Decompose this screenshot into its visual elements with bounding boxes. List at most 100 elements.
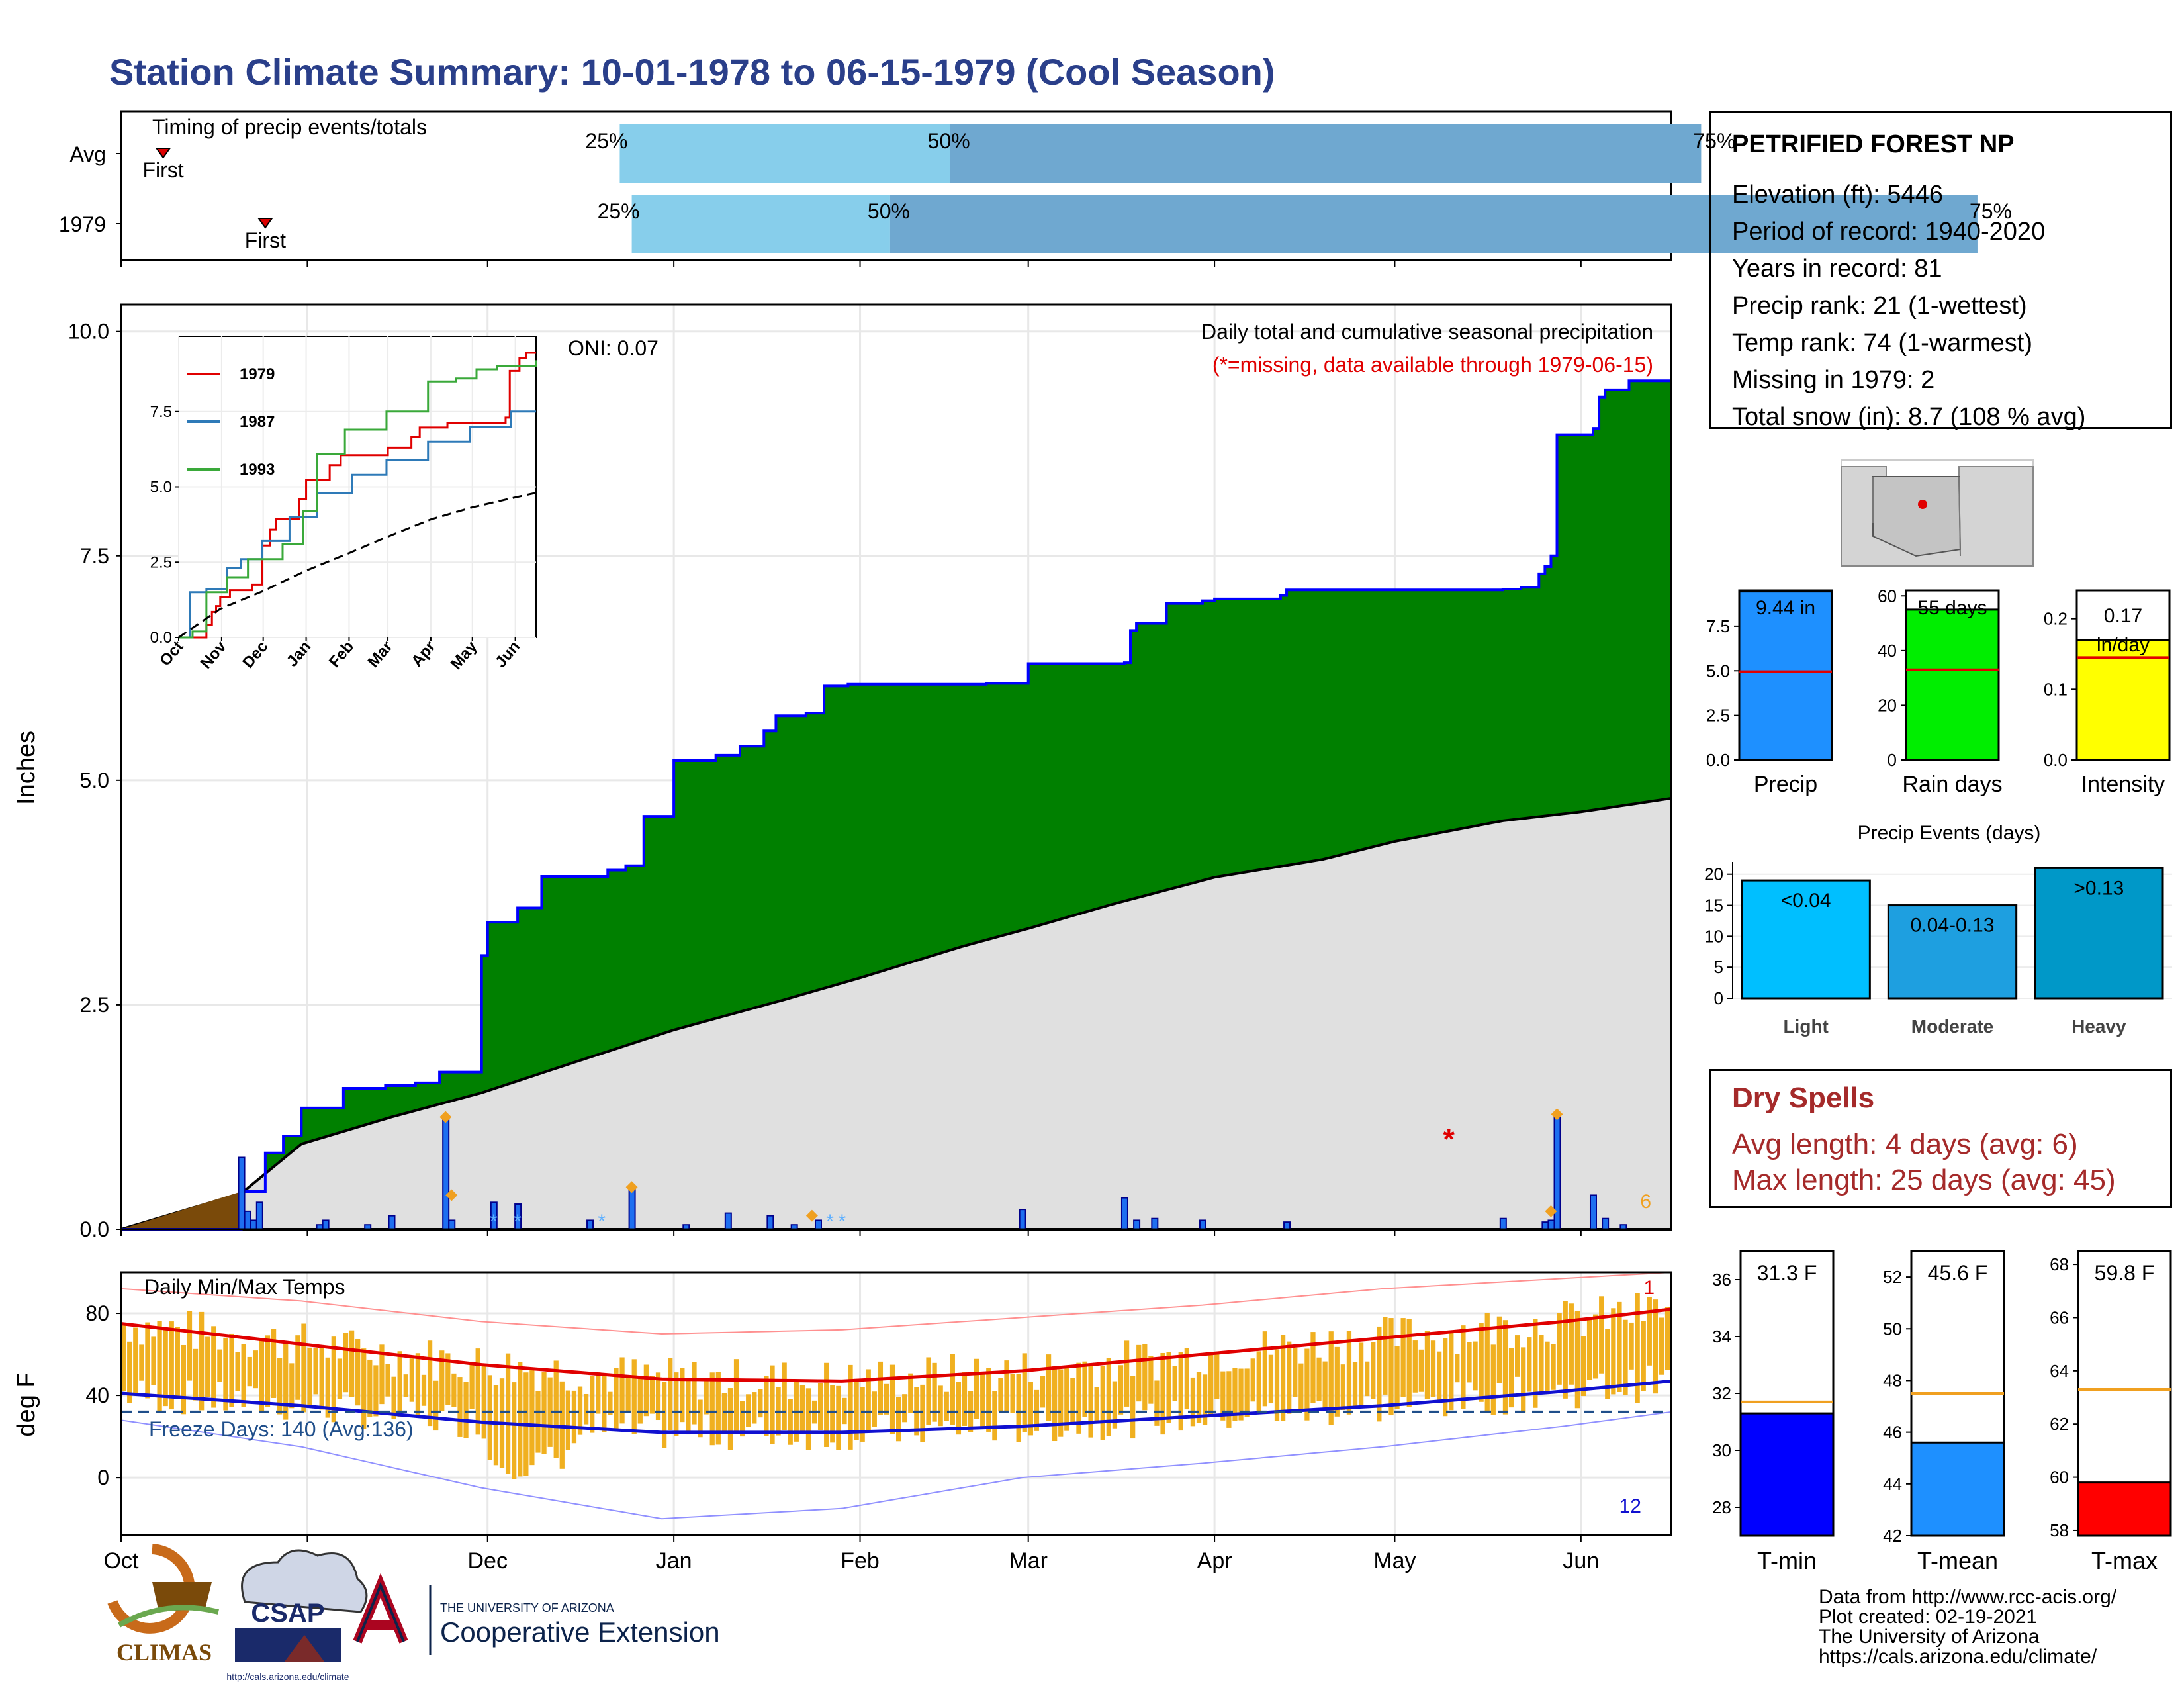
temp-y-tick-label: 28 [1712, 1497, 1731, 1517]
temp-bar [1739, 1412, 1835, 1537]
daily-temp-bar [824, 1362, 829, 1447]
credit-line-date: Plot created: 02-19-2021 [1819, 1606, 2038, 1628]
daily-temp-bar [1082, 1361, 1087, 1417]
daily-temp-bar [1461, 1325, 1466, 1409]
daily-temp-bar [884, 1383, 889, 1415]
daily-temp-bar [457, 1377, 463, 1437]
daily-temp-bar [1100, 1365, 1105, 1440]
daily-temp-bar [1479, 1323, 1484, 1402]
daily-temp-bar [175, 1327, 180, 1398]
precip-y-tick-label: 7.5 [80, 544, 109, 568]
daily-temp-bar [512, 1382, 517, 1479]
daily-temp-bar [475, 1348, 480, 1435]
daily-temp-bar [529, 1369, 535, 1466]
daily-precip-bar [388, 1215, 396, 1231]
daily-precip-bar [1133, 1219, 1141, 1230]
daily-temp-bar [139, 1344, 144, 1381]
daily-temp-bar [752, 1392, 757, 1424]
inset-series-line [178, 492, 537, 639]
daily-temp-bar [1262, 1331, 1267, 1407]
temp-y-tick-label: 58 [2050, 1521, 2069, 1540]
daily-temp-bar [1611, 1308, 1616, 1395]
below-average-area [121, 1192, 242, 1229]
daily-temp-bar [247, 1356, 252, 1387]
station-period: Period of record: 1940-2020 [1732, 218, 2046, 246]
daily-temp-bar [1629, 1322, 1634, 1370]
daily-temp-bar [1214, 1352, 1220, 1399]
daily-temp-bar [908, 1373, 913, 1413]
daily-temp-bar [1394, 1346, 1400, 1409]
daily-temp-bar [1076, 1362, 1081, 1434]
daily-temp-bar [391, 1376, 396, 1419]
daily-temp-bar [709, 1372, 715, 1446]
daily-temp-bar [1641, 1321, 1646, 1391]
precip-frame [120, 303, 1672, 1231]
snow-star: * [826, 1211, 834, 1233]
events-title: Precip Events (days) [1858, 822, 2041, 844]
timing-row-label: Avg [69, 142, 106, 166]
temp-category-label: T-mean [1917, 1547, 1998, 1574]
events-bar-label: <0.04 [1781, 890, 1831, 912]
daily-temp-bar [962, 1372, 968, 1426]
daily-temp-bar [301, 1323, 306, 1413]
daily-temp-bar [1287, 1341, 1292, 1414]
daily-temp-bar [1136, 1344, 1142, 1402]
daily-temp-bar [614, 1368, 619, 1430]
daily-temp-bar [896, 1396, 901, 1442]
inset-legend: 1979 1987 1993 [187, 365, 275, 479]
temp-y-tick-label: 46 [1883, 1423, 1902, 1442]
daily-temp-bar [1070, 1378, 1075, 1423]
daily-precip-bar [238, 1156, 246, 1230]
record-max-line [120, 1272, 1672, 1335]
daily-temp-bar [1130, 1376, 1136, 1439]
precip-corner-label: 6 [1640, 1191, 1651, 1213]
daily-temp-bar [319, 1348, 324, 1410]
daily-temp-bar [163, 1328, 168, 1407]
month-label: Jan [656, 1548, 692, 1573]
daily-temp-bar [157, 1320, 162, 1412]
daily-precip-bar [724, 1212, 732, 1231]
station-missing: Missing in 1979: 2 [1732, 366, 1935, 394]
summary-y-tick-label: 40 [1878, 641, 1897, 661]
summary-y-tick-label: 20 [1878, 695, 1897, 715]
daily-temp-bar [739, 1401, 745, 1437]
snow-marker [805, 1209, 818, 1222]
daily-temp-bar [944, 1391, 949, 1421]
temps-frame [120, 1271, 1672, 1536]
daily-temp-bar [409, 1358, 414, 1402]
daily-temp-bar [1293, 1348, 1298, 1397]
daily-temp-bar [463, 1382, 469, 1438]
daily-temp-bar [518, 1362, 523, 1477]
daily-temp-bar [1154, 1380, 1160, 1426]
timing-q50-label: 50% [868, 199, 910, 223]
daily-temp-bar [1352, 1362, 1358, 1408]
daily-temp-bar [259, 1340, 265, 1413]
daily-temp-bar [1527, 1337, 1532, 1392]
daily-temp-bar [950, 1354, 955, 1425]
daily-precip-bar [1199, 1219, 1206, 1230]
timing-first-label: First [142, 158, 183, 182]
avg-max-line [120, 1307, 1672, 1383]
temps-corner-bottom: 12 [1619, 1495, 1641, 1517]
daily-temp-bar [169, 1321, 174, 1410]
daily-temp-bar [1539, 1335, 1544, 1395]
daily-temp-bar [1502, 1320, 1508, 1415]
daily-temp-bar [631, 1359, 637, 1434]
daily-temp-bar [1280, 1335, 1286, 1421]
dry-spells-title: Dry Spells [1732, 1082, 1875, 1114]
timing-panel: Timing of precip events/totals Avg 25% 50%… [59, 110, 2012, 267]
events-y-tick-label: 15 [1704, 896, 1723, 915]
temp-y-tick-label: 30 [1712, 1440, 1731, 1460]
ua-big-text: Cooperative Extension [440, 1617, 720, 1648]
daily-temp-bar [571, 1390, 577, 1444]
temp-y-tick-label: 60 [2050, 1468, 2069, 1487]
daily-temp-bar [181, 1344, 187, 1415]
snow-marker [445, 1189, 458, 1201]
daily-temp-bar [121, 1324, 126, 1391]
daily-temp-bar [1418, 1349, 1424, 1392]
precip-title: Daily total and cumulative seasonal prec… [1201, 320, 1653, 344]
daily-temp-bar [565, 1390, 570, 1450]
daily-temp-bar [1268, 1354, 1274, 1404]
daily-temp-bar [596, 1372, 601, 1414]
daily-temp-bar [1514, 1335, 1520, 1377]
